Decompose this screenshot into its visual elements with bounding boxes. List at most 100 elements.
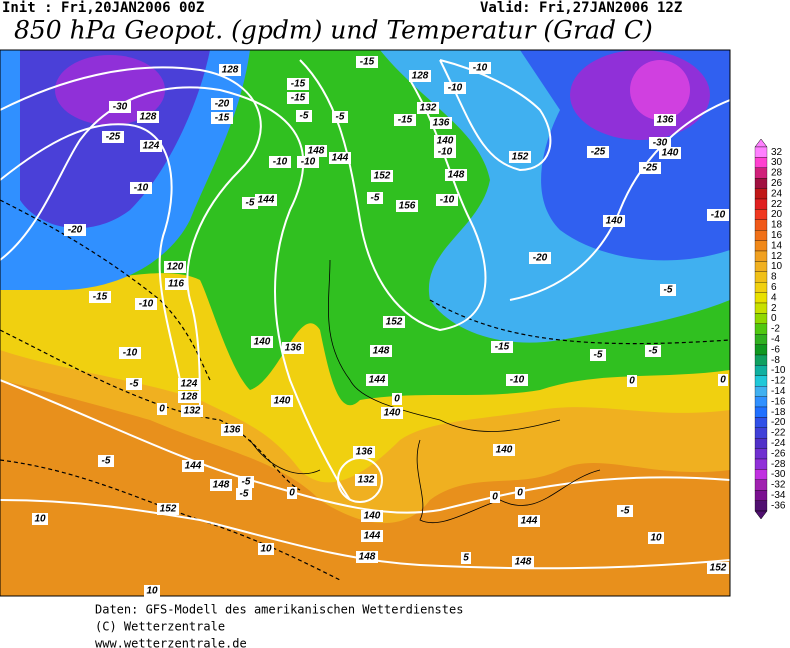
contour-label: 0: [289, 488, 295, 499]
label-box: [587, 146, 609, 158]
contour-label: -5: [594, 350, 603, 361]
label-box: [119, 347, 141, 359]
contour-label: -15: [398, 115, 413, 126]
scale-label: -16: [771, 396, 786, 407]
scale-label: 4: [771, 292, 777, 303]
scale-swatch: [754, 292, 768, 304]
scale-swatch: [754, 167, 768, 179]
contour-label: 120: [167, 262, 184, 273]
scale-label: 28: [771, 168, 783, 179]
label-box: [356, 551, 378, 563]
label-box: [370, 345, 392, 357]
scale-swatch: [754, 334, 768, 345]
label-box: [645, 345, 661, 357]
contour-label: 136: [224, 425, 241, 436]
init-time: Init : Fri,20JAN2006 00Z: [2, 0, 204, 16]
contour-label: -10: [301, 157, 316, 168]
contour-label: 148: [373, 346, 390, 357]
scale-label: 18: [771, 220, 783, 231]
scale-label: 22: [771, 199, 783, 210]
contour-label: -15: [291, 93, 306, 104]
scale-swatch: [754, 261, 768, 272]
footer-line: (C) Wetterzentrale: [95, 620, 225, 634]
label-box: [242, 197, 258, 209]
label-box: [445, 169, 467, 181]
scale-label: 24: [771, 188, 783, 199]
map-frame: [0, 49, 731, 597]
label-box: [590, 349, 606, 361]
label-box: [157, 503, 179, 515]
contour-label: 136: [356, 447, 373, 458]
label-box: [491, 341, 513, 353]
label-box: [367, 192, 383, 204]
label-box: [444, 82, 466, 94]
contour-label: -10: [448, 83, 463, 94]
contour-label: 148: [448, 170, 465, 181]
contour-label: 0: [629, 376, 635, 387]
scale-label: -20: [771, 417, 786, 428]
contour-label: 0: [720, 375, 726, 386]
scale-label: -22: [771, 428, 786, 439]
label-box: [181, 405, 203, 417]
contour-label: 132: [420, 103, 437, 114]
scale-label: -18: [771, 407, 786, 418]
contour-label: -5: [246, 198, 255, 209]
scale-label: 26: [771, 178, 783, 189]
label-box: [182, 460, 204, 472]
geopotential-contours: [0, 59, 730, 570]
label-box: [627, 375, 637, 387]
contour-label: 0: [159, 404, 165, 415]
label-box: [493, 444, 515, 456]
label-box: [140, 140, 162, 152]
contour-label: -5: [242, 477, 251, 488]
scale-label: 0: [771, 313, 777, 324]
label-box: [603, 215, 625, 227]
contour-label: 128: [140, 112, 157, 123]
scale-swatch: [754, 386, 768, 397]
scale-label: -24: [771, 438, 786, 449]
contour-label: 140: [254, 337, 271, 348]
label-box: [332, 111, 348, 123]
label-box: [329, 152, 351, 164]
label-box: [221, 424, 243, 436]
label-box: [32, 513, 48, 525]
label-box: [164, 261, 186, 273]
label-box: [366, 374, 388, 386]
valid-time: Valid: Fri,27JAN2006 12Z: [480, 0, 682, 16]
label-box: [434, 135, 456, 147]
contour-labels: 128 -15 128 -10 -30 -20 -15 128 -15 -15 -5 -10 132 -1…: [32, 56, 729, 597]
contour-label: 128: [181, 392, 198, 403]
scale-label: 16: [771, 230, 783, 241]
contour-label: 136: [285, 343, 302, 354]
footer-line: www.wetterzentrale.de: [95, 637, 247, 648]
contour-label: 148: [213, 480, 230, 491]
label-box: [356, 56, 378, 68]
label-box: [361, 510, 383, 522]
contour-label: -15: [93, 292, 108, 303]
contour-label: 124: [143, 141, 160, 152]
label-box: [529, 252, 551, 264]
label-box: [282, 342, 304, 354]
scale-label: 20: [771, 209, 783, 220]
scale-swatch: [754, 250, 768, 262]
scale-label: 30: [771, 157, 783, 168]
contour-label: 140: [274, 396, 291, 407]
contour-label: -10: [473, 63, 488, 74]
contour-label: 136: [657, 115, 674, 126]
contour-label: 10: [146, 586, 158, 597]
scale-label: -12: [771, 376, 786, 387]
contour-label: 128: [222, 65, 239, 76]
scale-label: -32: [771, 480, 786, 491]
label-box: [396, 200, 418, 212]
contour-label: 152: [512, 152, 529, 163]
scale-swatch: [754, 448, 768, 460]
scale-swatch: [754, 396, 768, 408]
scale-swatch: [754, 354, 768, 366]
contour-label: -20: [68, 225, 83, 236]
contour-label: 144: [332, 153, 349, 164]
scale-label: -26: [771, 448, 786, 459]
scale-swatch: [754, 323, 768, 335]
label-box: [251, 336, 273, 348]
scale-label: 6: [771, 282, 777, 293]
label-box: [617, 505, 633, 517]
